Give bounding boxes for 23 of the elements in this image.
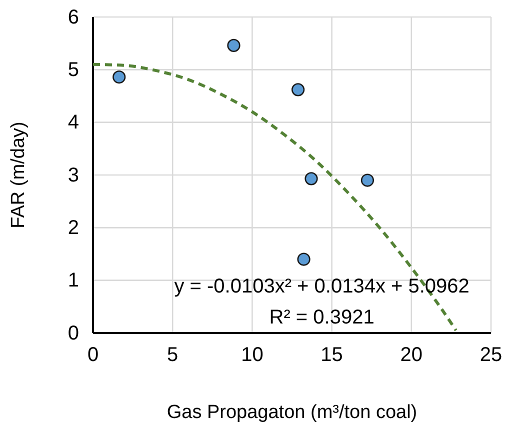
point — [227, 38, 240, 52]
point — [112, 70, 126, 84]
y-tick-label: 3 — [68, 164, 79, 186]
y-tick-label: 4 — [68, 112, 79, 134]
annotation: y = -0.0103x² + 0.0134x + 5.0962 — [174, 275, 470, 298]
y-axis-title: FAR (m/day) — [8, 122, 29, 228]
point — [297, 252, 310, 266]
x-tick-label: 0 — [87, 344, 99, 366]
y-tick-label: 5 — [68, 59, 79, 82]
x-tick-label: 20 — [400, 344, 423, 366]
y-tick-label: 1 — [68, 270, 79, 292]
point — [291, 83, 305, 96]
point — [304, 172, 318, 186]
annotation: R² = 0.3921 — [269, 306, 374, 328]
y-tick-label: 2 — [68, 217, 79, 240]
point — [360, 174, 374, 187]
y-tick-label: 6 — [68, 6, 79, 28]
x-tick-label: 25 — [480, 344, 502, 366]
x-tick-label: 10 — [241, 344, 264, 366]
x-tick-label: 15 — [320, 344, 343, 366]
x-axis-title: Gas Propagaton (m³/ton coal) — [166, 402, 418, 423]
x-tick-label: 5 — [167, 344, 178, 366]
y-tick-label: 0 — [68, 322, 79, 344]
